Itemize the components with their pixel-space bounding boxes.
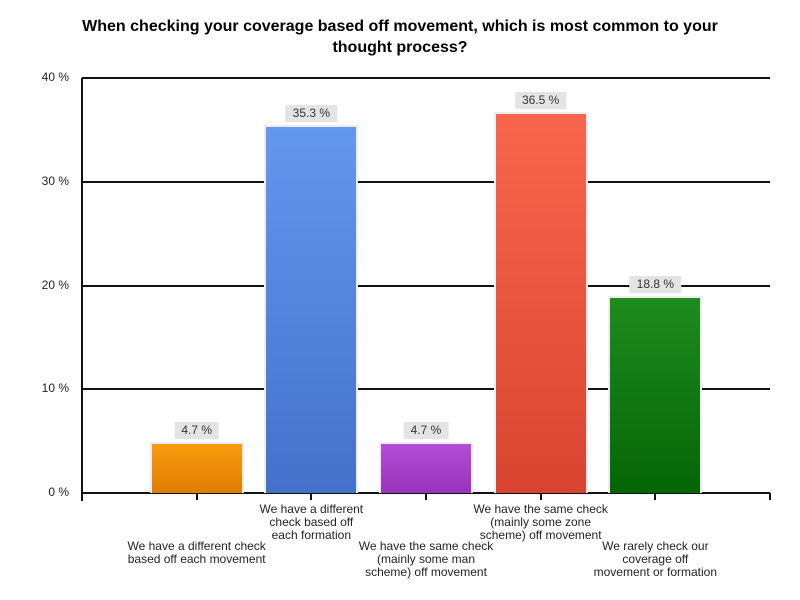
bar-value-label: 18.8 % <box>629 276 682 293</box>
bar-value-label: 35.3 % <box>285 105 338 122</box>
x-category-label: We rarely check our coverage off movement … <box>567 540 743 579</box>
bar <box>608 296 703 493</box>
x-category-label-line: We rarely check our <box>602 539 709 553</box>
gridline <box>82 388 770 391</box>
x-tick <box>769 493 771 500</box>
gridline <box>82 180 770 183</box>
bar-value-label: 36.5 % <box>514 92 567 109</box>
x-category-label-line: based off each movement <box>127 552 266 566</box>
x-category-label: We have a different check based off each f… <box>223 503 399 542</box>
x-category-label-line: movement or formation <box>593 565 718 579</box>
y-axis-labels: 0 % 10 % 20 % 30 % 40 % <box>0 70 76 499</box>
x-tick <box>539 493 542 500</box>
x-category-label: We have the same check (mainly some man sc… <box>338 540 514 579</box>
bar <box>149 442 244 493</box>
y-axis-line <box>81 78 83 501</box>
x-tick <box>654 493 657 500</box>
x-category-label-line: We have a different check <box>127 539 266 553</box>
x-axis-labels: We have a different check based off each … <box>82 493 770 593</box>
bar <box>264 125 359 493</box>
x-category-label-line: We have the same check <box>473 502 608 516</box>
bar <box>379 442 473 493</box>
x-category-label-line: scheme) off movement <box>479 528 602 542</box>
chart-title-line-2: thought process? <box>332 39 468 56</box>
gridline <box>82 77 770 79</box>
x-category-label: We have a different check based off each … <box>109 540 285 566</box>
y-tick-label: 10 % <box>41 381 69 396</box>
x-category-label-line: We have the same check <box>358 539 494 553</box>
chart-title-line-1: When checking your coverage based off mo… <box>82 18 718 35</box>
x-tick <box>310 493 313 500</box>
y-tick-label: 40 % <box>41 70 69 84</box>
chart-title: When checking your coverage based off mo… <box>0 16 800 58</box>
bar <box>493 112 588 493</box>
y-tick-label: 0 % <box>48 485 69 499</box>
x-category-label-line: scheme) off movement <box>365 565 487 579</box>
bar-value-label: 4.7 % <box>403 422 449 439</box>
x-tick <box>425 493 427 500</box>
x-category-label: We have the same check (mainly some zone s… <box>453 503 629 542</box>
x-tick <box>81 493 83 500</box>
x-tick <box>195 493 198 500</box>
x-category-label-line: We have a different <box>259 502 364 516</box>
x-category-label-line: (mainly some man <box>376 552 476 566</box>
x-category-label-line: each formation <box>271 528 352 542</box>
plot-area: 4.7 % 35.3 % 4.7 % 36.5 % 18.8 % <box>81 77 771 501</box>
x-category-label-line: coverage off <box>622 552 689 566</box>
bar-value-label: 4.7 % <box>174 422 219 439</box>
y-tick-label: 20 % <box>41 277 69 292</box>
y-tick-label: 30 % <box>41 173 69 188</box>
x-category-label-line: (mainly some zone <box>490 515 592 529</box>
x-category-label-line: check based off <box>269 515 354 529</box>
gridline <box>82 284 770 287</box>
